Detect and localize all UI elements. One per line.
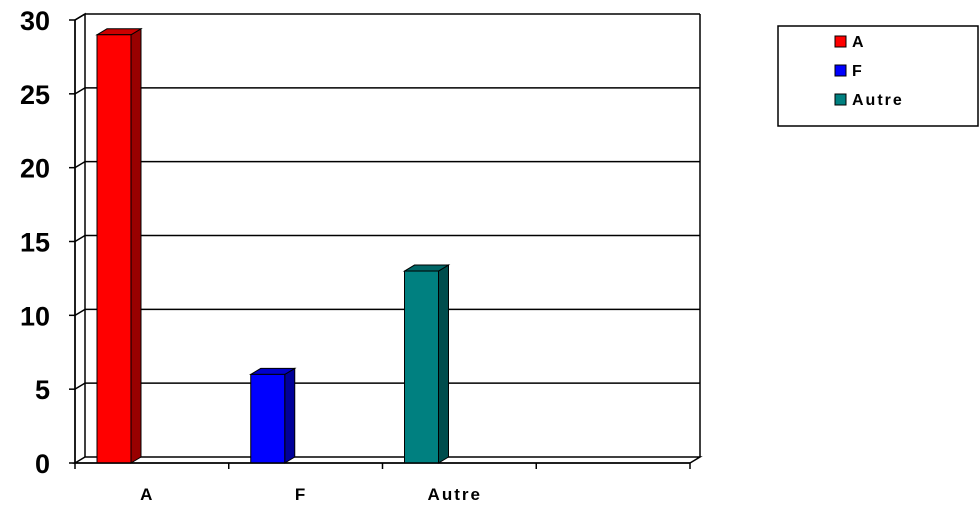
legend-item: F xyxy=(834,63,864,80)
gridline-diagonal xyxy=(74,308,86,316)
y-tick-label: 20 xyxy=(20,154,50,184)
gridline-diagonal xyxy=(74,382,86,390)
bar-front xyxy=(96,34,132,464)
grid xyxy=(74,13,700,390)
legend-item: Autre xyxy=(834,92,904,109)
bar-side xyxy=(438,264,449,464)
legend-swatch xyxy=(834,93,847,106)
bar-f xyxy=(248,367,297,464)
gridline-diagonal xyxy=(74,87,86,95)
x-tick-labels: A F Autre xyxy=(140,485,482,504)
bar-front xyxy=(250,373,286,464)
y-tick-labels: 0 5 10 15 20 25 30 xyxy=(20,6,50,479)
legend-swatch xyxy=(834,64,847,77)
y-tick-label: 10 xyxy=(20,301,50,331)
legend-label: A xyxy=(852,34,866,51)
y-tick-label: 30 xyxy=(20,6,50,36)
legend-swatch xyxy=(834,35,847,48)
bar-side xyxy=(130,27,142,464)
y-tick-label: 5 xyxy=(35,375,50,405)
floor xyxy=(72,456,703,464)
bars xyxy=(95,27,451,464)
bar-front xyxy=(404,270,439,464)
legend-label: F xyxy=(852,63,864,80)
bar-autre xyxy=(402,264,451,464)
legend: AF Autre xyxy=(777,25,979,127)
bar-side xyxy=(284,367,296,464)
gridline-diagonal xyxy=(74,161,86,169)
plot-walls xyxy=(72,12,703,464)
legend-label: Autre xyxy=(852,92,904,109)
y-tick-label: 15 xyxy=(20,228,50,258)
x-tick-label: A xyxy=(140,485,154,504)
x-tick-label: F xyxy=(295,485,307,504)
axes xyxy=(69,19,691,469)
bar-a xyxy=(95,27,143,464)
y-tick-label: 0 xyxy=(35,449,50,479)
legend-box xyxy=(777,25,979,127)
gridline-diagonal xyxy=(74,234,86,243)
y-tick-label: 25 xyxy=(20,80,50,110)
x-tick-label: Autre xyxy=(428,485,482,504)
legend-item: A xyxy=(834,34,866,51)
